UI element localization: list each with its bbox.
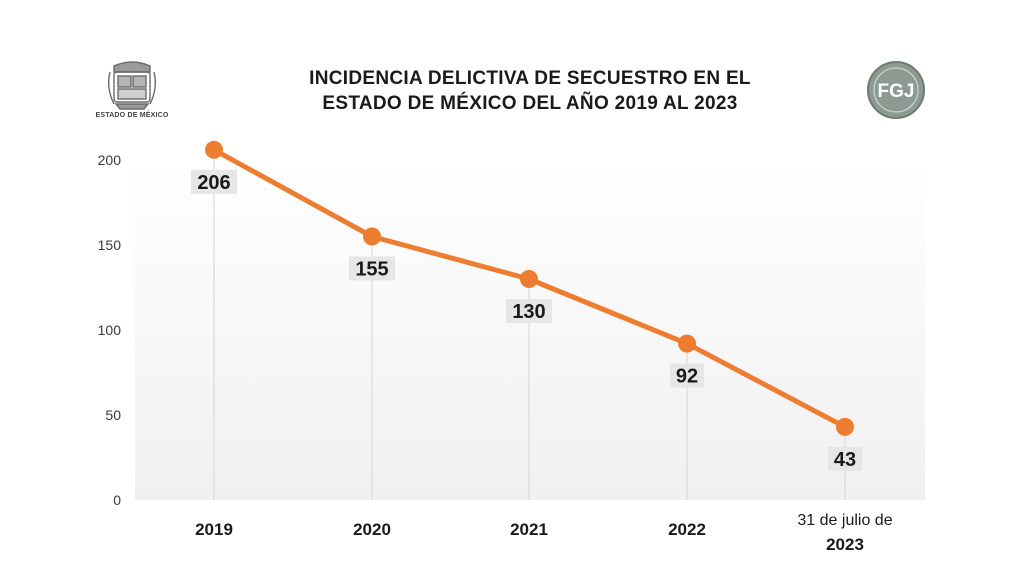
data-label: 155 (355, 259, 388, 281)
chart-title-line1: INCIDENCIA DELICTIVA DE SECUESTRO EN EL (309, 68, 751, 89)
x-tick-label: 2022 (668, 520, 706, 539)
data-label: 43 (834, 449, 856, 471)
estado-de-mexico-logo: ESTADO DE MÉXICO (92, 58, 172, 124)
fgj-logo: FGJ (866, 60, 926, 120)
data-point (205, 140, 223, 159)
chart-title-line2: ESTADO DE MÉXICO DEL AÑO 2019 AL 2023 (322, 93, 738, 114)
data-label: 92 (676, 366, 698, 388)
y-tick-label: 150 (98, 237, 122, 253)
coat-of-arms-icon (107, 61, 157, 110)
x-tick-label: 2020 (353, 520, 391, 539)
y-axis: 0 50 100 150 200 (98, 152, 122, 508)
y-tick-label: 100 (98, 322, 122, 338)
data-label-bg (191, 169, 237, 194)
data-point (678, 334, 696, 353)
data-point (363, 227, 381, 246)
data-label-bg (506, 299, 552, 323)
x-tick-label: 2019 (195, 520, 233, 539)
data-label: 130 (512, 301, 545, 323)
data-point (836, 417, 854, 436)
y-tick-label: 0 (113, 492, 121, 508)
plot-area (135, 160, 925, 500)
x-axis: 2019 2020 2021 2022 31 de julio de 2023 (195, 512, 893, 554)
data-point (520, 270, 538, 288)
data-label-bg (828, 446, 862, 471)
x-tick-label: 2023 (826, 535, 864, 554)
x-tick-label-line1: 31 de julio de (797, 512, 892, 529)
fgj-logo-text: FGJ (878, 81, 915, 102)
chart-title: INCIDENCIA DELICTIVA DE SECUESTRO EN EL … (230, 66, 830, 116)
data-label-bg (349, 256, 395, 281)
data-labels: 206 155 130 92 43 (191, 169, 862, 471)
series-layer (205, 140, 854, 436)
data-label-bg (670, 363, 704, 388)
fgj-seal-icon: FGJ (867, 61, 925, 119)
x-tick-label: 2021 (510, 520, 548, 539)
y-tick-label: 50 (105, 407, 121, 423)
data-label: 206 (197, 172, 230, 194)
y-tick-label: 200 (98, 152, 122, 168)
logo-caption: ESTADO DE MÉXICO (95, 112, 169, 119)
